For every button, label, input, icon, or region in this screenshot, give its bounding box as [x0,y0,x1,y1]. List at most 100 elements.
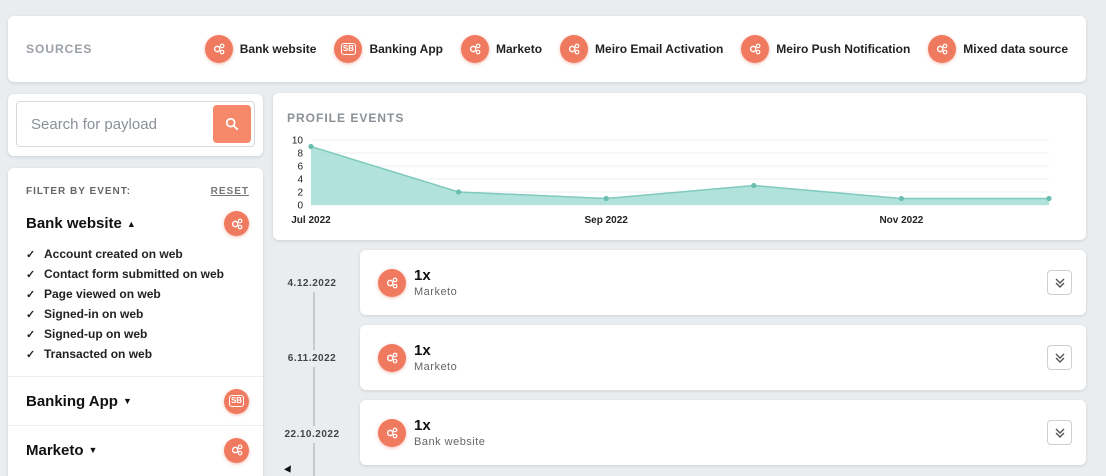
check-icon: ✓ [26,268,36,281]
y-tick-label: 4 [297,175,303,186]
source-mixed-data-source[interactable]: Mixed data source [928,35,1068,63]
caret-up-icon: ▲ [126,218,136,229]
sb-icon: SB [224,388,249,414]
event-item[interactable]: ✓ Page viewed on web [26,287,161,301]
filter-group-marketo[interactable]: Marketo ▼ [26,426,249,474]
gears-icon [928,35,957,63]
search-input[interactable] [31,115,213,133]
source-label: Meiro Push Notification [776,42,911,56]
data-point [751,182,757,189]
filter-title: FILTER BY EVENT: [26,186,132,197]
caret-down-icon: ▼ [88,445,98,455]
double-chevron-down-icon [1055,278,1064,288]
check-icon: ✓ [26,308,36,321]
mouse-cursor [284,465,294,475]
gears-icon [461,35,490,63]
filter-group-name: Marketo ▼ [26,441,98,459]
sources-title: SOURCES [26,42,93,56]
check-icon: ✓ [26,348,36,361]
search-box [16,101,255,147]
event-item[interactable]: ✓ Account created on web [26,247,183,261]
double-chevron-down-icon [1055,353,1064,363]
double-chevron-down-icon [1055,428,1064,438]
filter-group-name: Bank website ▲ [26,215,136,232]
filter-header: FILTER BY EVENT: RESET [26,186,249,197]
event-count: 1x [414,417,431,434]
source-label: Banking App [369,42,444,56]
event-source: Marketo [414,361,458,373]
timeline-date: 4.12.2022 [269,275,355,292]
event-item[interactable]: ✓ Signed-in on web [26,307,144,321]
filter-panel: FILTER BY EVENT: RESET Bank website ▲ ✓ Ac… [8,168,263,476]
data-point [456,189,462,195]
x-tick-label: Nov 2022 [879,215,923,226]
data-point [603,195,609,202]
data-point [898,195,905,202]
source-meiro-email-activation[interactable]: Meiro Email Activation [560,35,723,63]
source-marketo[interactable]: Marketo [461,35,542,63]
expand-button[interactable] [1047,270,1072,295]
timeline-event-card[interactable]: 1x Marketo [360,325,1086,390]
source-meiro-push-notification[interactable]: Meiro Push Notification [741,35,910,63]
gears-icon [378,343,406,372]
source-label: Mixed data source [963,42,1068,56]
gears-icon [204,35,233,63]
gears-icon [741,35,770,63]
check-icon: ✓ [26,328,36,341]
event-info: 1x Marketo [414,342,1047,373]
data-point [308,143,314,150]
sources-bar: SOURCES Bank website SB Banking App Mark… [8,16,1086,82]
y-tick-label: 2 [297,188,303,199]
y-tick-label: 8 [297,149,303,160]
gears-icon [560,35,589,63]
filter-group-name: Banking App ▼ [26,392,132,410]
timeline-event-card[interactable]: 1x Bank website [360,400,1086,465]
y-tick-label: 10 [292,136,304,147]
event-source: Bank website [414,436,486,448]
divider [8,376,263,377]
timeline-line [313,282,315,476]
event-list: ✓ Account created on web ✓ Contact form su… [26,244,249,364]
sb-icon: SB [334,35,363,63]
check-icon: ✓ [26,248,36,261]
check-icon: ✓ [26,288,36,301]
chart-title: PROFILE EVENTS [287,111,405,125]
event-source: Marketo [414,286,458,298]
caret-down-icon: ▼ [122,396,132,406]
event-item[interactable]: ✓ Contact form submitted on web [26,267,224,281]
timeline-event-card[interactable]: 1x Marketo [360,250,1086,315]
timeline-date: 22.10.2022 [269,426,355,443]
timeline-date: 6.11.2022 [269,350,355,367]
y-tick-label: 6 [297,162,303,173]
y-tick-label: 0 [297,201,303,212]
source-label: Meiro Email Activation [595,42,724,56]
event-info: 1x Marketo [414,267,1047,298]
reset-link[interactable]: RESET [210,186,249,197]
series-line [310,145,1049,200]
search-button[interactable] [213,105,251,143]
area-fill [311,146,1049,205]
x-tick-label: Sep 2022 [585,215,629,226]
gears-icon [378,268,406,297]
profile-events-card: PROFILE EVENTS 0 2 4 6 8 10 Jul 2022 Sep 2022 No… [273,93,1086,240]
profile-events-chart: 0 2 4 6 8 10 Jul 2022 Sep 2022 Nov 2022 [291,136,1052,226]
source-banking-app[interactable]: SB Banking App [334,35,443,63]
event-count: 1x [414,267,431,284]
gears-icon [224,437,249,463]
expand-button[interactable] [1047,420,1072,445]
event-info: 1x Bank website [414,417,1047,448]
expand-button[interactable] [1047,345,1072,370]
filter-group-banking-app[interactable]: Banking App ▼ SB [26,377,249,425]
sources-list: Bank website SB Banking App Marketo Meir… [204,35,1068,63]
data-point [1046,195,1052,202]
source-label: Bank website [239,42,317,56]
filter-group-bank-website[interactable]: Bank website ▲ [26,211,249,236]
search-icon [225,117,239,131]
divider [8,425,263,426]
gears-icon [224,211,249,236]
x-tick-label: Jul 2022 [291,215,331,226]
event-item[interactable]: ✓ Signed-up on web [26,327,148,341]
search-card [8,94,263,156]
source-bank-website[interactable]: Bank website [204,35,317,63]
event-item[interactable]: ✓ Transacted on web [26,347,153,361]
